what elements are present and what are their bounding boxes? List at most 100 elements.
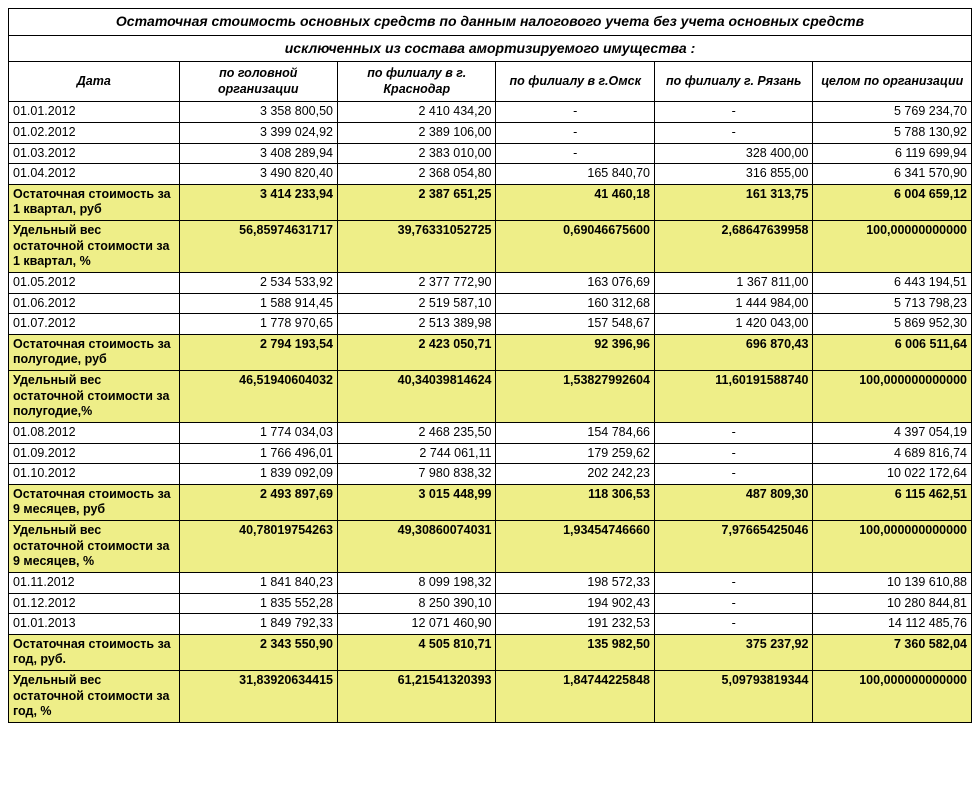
cell-value: 2 387 651,25 (338, 184, 496, 220)
row-label: Остаточная стоимость за 9 месяцев, руб (9, 484, 180, 520)
cell-value: 154 784,66 (496, 422, 654, 443)
cell-value: 2 493 897,69 (179, 484, 337, 520)
cell-value: 3 414 233,94 (179, 184, 337, 220)
cell-value: 6 341 570,90 (813, 164, 972, 185)
row-label: Остаточная стоимость за полугодие, руб (9, 334, 180, 370)
row-label: 01.08.2012 (9, 422, 180, 443)
cell-value: 1 839 092,09 (179, 464, 337, 485)
table-row: 01.01.20131 849 792,3312 071 460,90191 2… (9, 614, 972, 635)
cell-value: 92 396,96 (496, 334, 654, 370)
cell-value: - (654, 614, 812, 635)
cell-value: 3 408 289,94 (179, 143, 337, 164)
header-date: Дата (9, 62, 180, 102)
cell-value: 4 397 054,19 (813, 422, 972, 443)
cell-value: - (496, 122, 654, 143)
cell-value: - (496, 143, 654, 164)
cell-value: 5 869 952,30 (813, 314, 972, 335)
table-row: Удельный вес остаточной стоимости за пол… (9, 371, 972, 423)
cell-value: - (654, 443, 812, 464)
cell-value: 157 548,67 (496, 314, 654, 335)
cell-value: 56,85974631717 (179, 221, 337, 273)
cell-value: 1 444 984,00 (654, 293, 812, 314)
table-row: Удельный вес остаточной стоимости за год… (9, 671, 972, 723)
table-row: 01.10.20121 839 092,097 980 838,32202 24… (9, 464, 972, 485)
cell-value: 1,53827992604 (496, 371, 654, 423)
cell-value: 1 420 043,00 (654, 314, 812, 335)
cell-value: 10 022 172,64 (813, 464, 972, 485)
cell-value: 2 534 533,92 (179, 272, 337, 293)
cell-value: 2 377 772,90 (338, 272, 496, 293)
cell-value: - (654, 122, 812, 143)
title-line-2: исключенных из состава амортизируемого и… (9, 35, 972, 62)
row-label: Удельный вес остаточной стоимости за 9 м… (9, 521, 180, 573)
cell-value: 1,84744225848 (496, 671, 654, 723)
cell-value: 3 399 024,92 (179, 122, 337, 143)
cell-value: 6 115 462,51 (813, 484, 972, 520)
cell-value: 198 572,33 (496, 572, 654, 593)
cell-value: 4 689 816,74 (813, 443, 972, 464)
cell-value: 3 015 448,99 (338, 484, 496, 520)
cell-value: 6 006 511,64 (813, 334, 972, 370)
header-col-3: по филиалу в г.Омск (496, 62, 654, 102)
cell-value: 1 841 840,23 (179, 572, 337, 593)
cell-value: 7 360 582,04 (813, 634, 972, 670)
header-col-5: целом по организации (813, 62, 972, 102)
cell-value: 696 870,43 (654, 334, 812, 370)
cell-value: 2 468 235,50 (338, 422, 496, 443)
header-col-1: по головной организации (179, 62, 337, 102)
cell-value: 6 119 699,94 (813, 143, 972, 164)
cell-value: 8 099 198,32 (338, 572, 496, 593)
cell-value: 10 280 844,81 (813, 593, 972, 614)
cell-value: 12 071 460,90 (338, 614, 496, 635)
cell-value: - (496, 102, 654, 123)
cell-value: 2 389 106,00 (338, 122, 496, 143)
row-label: 01.11.2012 (9, 572, 180, 593)
table-row: Удельный вес остаточной стоимости за 1 к… (9, 221, 972, 273)
cell-value: 40,78019754263 (179, 521, 337, 573)
cell-value: 5 713 798,23 (813, 293, 972, 314)
cell-value: - (654, 422, 812, 443)
cell-value: 31,83920634415 (179, 671, 337, 723)
cell-value: 487 809,30 (654, 484, 812, 520)
cell-value: 7,97665425046 (654, 521, 812, 573)
cell-value: 41 460,18 (496, 184, 654, 220)
table-row: 01.04.20123 490 820,402 368 054,80165 84… (9, 164, 972, 185)
table-row: Удельный вес остаточной стоимости за 9 м… (9, 521, 972, 573)
cell-value: 2 423 050,71 (338, 334, 496, 370)
cell-value: 191 232,53 (496, 614, 654, 635)
row-label: Остаточная стоимость за год, руб. (9, 634, 180, 670)
title-row-1: Остаточная стоимость основных средств по… (9, 9, 972, 36)
cell-value: 2 513 389,98 (338, 314, 496, 335)
cell-value: - (654, 464, 812, 485)
cell-value: 49,30860074031 (338, 521, 496, 573)
cell-value: 100,00000000000 (813, 221, 972, 273)
table-row: 01.06.20121 588 914,452 519 587,10160 31… (9, 293, 972, 314)
cell-value: 46,51940604032 (179, 371, 337, 423)
cell-value: 202 242,23 (496, 464, 654, 485)
table-row: Остаточная стоимость за 9 месяцев, руб2 … (9, 484, 972, 520)
cell-value: 1 774 034,03 (179, 422, 337, 443)
table-row: 01.05.20122 534 533,922 377 772,90163 07… (9, 272, 972, 293)
row-label: 01.12.2012 (9, 593, 180, 614)
cell-value: 6 443 194,51 (813, 272, 972, 293)
table-row: 01.08.20121 774 034,032 468 235,50154 78… (9, 422, 972, 443)
cell-value: 100,000000000000 (813, 521, 972, 573)
row-label: 01.09.2012 (9, 443, 180, 464)
cell-value: 1 367 811,00 (654, 272, 812, 293)
row-label: 01.06.2012 (9, 293, 180, 314)
cell-value: 5 769 234,70 (813, 102, 972, 123)
cell-value: 1,93454746660 (496, 521, 654, 573)
cell-value: 100,000000000000 (813, 371, 972, 423)
cell-value: 0,69046675600 (496, 221, 654, 273)
cell-value: 2 794 193,54 (179, 334, 337, 370)
cell-value: 2,68647639958 (654, 221, 812, 273)
cell-value: 2 744 061,11 (338, 443, 496, 464)
cell-value: 8 250 390,10 (338, 593, 496, 614)
row-label: 01.10.2012 (9, 464, 180, 485)
cell-value: 1 849 792,33 (179, 614, 337, 635)
cell-value: 2 368 054,80 (338, 164, 496, 185)
cell-value: 5 788 130,92 (813, 122, 972, 143)
row-label: Удельный вес остаточной стоимости за 1 к… (9, 221, 180, 273)
cell-value: 3 490 820,40 (179, 164, 337, 185)
cell-value: 135 982,50 (496, 634, 654, 670)
